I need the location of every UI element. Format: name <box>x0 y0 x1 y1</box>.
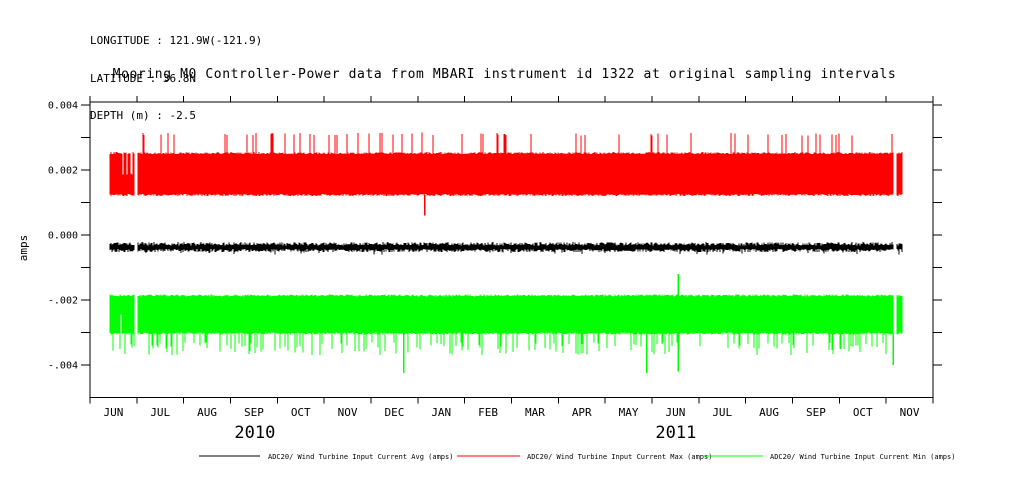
x-month-label: NOV <box>338 406 358 419</box>
x-month-label: NOV <box>900 406 920 419</box>
series-band-1 <box>109 294 903 335</box>
x-month-label: OCT <box>291 406 311 419</box>
location-header: LONGITUDE : 121.9W(-121.9) LATITUDE : 36… <box>90 10 262 135</box>
x-month-label: FEB <box>478 406 498 419</box>
legend-label: ADC20/ Wind Turbine Input Current Max (a… <box>527 453 712 461</box>
legend-entry-1: ADC20/ Wind Turbine Input Current Max (a… <box>457 453 712 461</box>
latitude-text: LATITUDE : 36.8N <box>90 71 196 85</box>
depth-text: DEPTH (m) : -2.5 <box>90 109 196 122</box>
x-year-label: 2011 <box>655 423 696 443</box>
chart-title: Mooring M0 Controller-Power data from MB… <box>112 67 897 82</box>
x-month-label: JUL <box>712 406 732 419</box>
x-month-label: SEP <box>244 406 264 419</box>
series-spikes-1 <box>112 332 887 356</box>
x-month-label: MAY <box>619 406 639 419</box>
legend-entry-0: ADC20/ Wind Turbine Input Current Avg (a… <box>199 453 453 461</box>
y-tick-label: -.002 <box>48 296 78 307</box>
x-month-label: SEP <box>806 406 826 419</box>
legend-label: ADC20/ Wind Turbine Input Current Avg (a… <box>268 453 453 461</box>
y-tick-label: 0.002 <box>48 166 78 177</box>
x-month-label: MAR <box>525 406 545 419</box>
x-month-label: DEC <box>384 406 404 419</box>
y-axis-label: amps <box>17 235 30 262</box>
longitude-text: LONGITUDE : 121.9W(-121.9) <box>90 34 263 47</box>
series-band-2 <box>109 242 903 253</box>
x-month-label: AUG <box>197 406 217 419</box>
legend-entry-2: ADC20/ Wind Turbine Input Current Min (a… <box>703 453 955 461</box>
x-month-label: JAN <box>431 406 451 419</box>
x-month-label: OCT <box>853 406 873 419</box>
y-tick-label: 0.000 <box>48 231 78 242</box>
y-tick-label: -.004 <box>48 361 78 372</box>
legend-label: ADC20/ Wind Turbine Input Current Min (a… <box>770 453 955 461</box>
x-month-label: JUN <box>103 406 123 419</box>
x-month-label: JUL <box>150 406 170 419</box>
x-month-label: APR <box>572 406 592 419</box>
x-year-label: 2010 <box>234 423 275 443</box>
series-band-0 <box>109 152 903 196</box>
y-tick-label: 0.004 <box>48 101 78 112</box>
x-month-label: JUN <box>665 406 685 419</box>
series-spikes-2 <box>145 249 900 255</box>
series-spikes-0 <box>142 132 893 155</box>
x-month-label: AUG <box>759 406 779 419</box>
axis-ticks <box>81 95 942 404</box>
